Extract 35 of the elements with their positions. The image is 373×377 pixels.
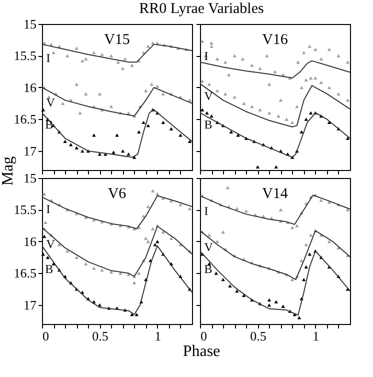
series-label: B: [204, 262, 212, 276]
series-label: I: [46, 51, 50, 66]
y-tick-label: 16.5: [14, 266, 36, 281]
series-label: V: [204, 240, 214, 254]
series-label: I: [204, 204, 208, 218]
x-axis-title: Phase: [182, 343, 222, 361]
text: V14: [262, 186, 288, 202]
text: V6: [108, 186, 127, 202]
y-tick-label: 15.5: [14, 48, 36, 64]
y-tick-label: 17: [24, 297, 37, 312]
series-label: B: [45, 262, 54, 276]
series-label: I: [204, 49, 208, 64]
x-tick-label: 0: [42, 328, 49, 344]
text: RR0 Lyrae Variables: [138, 1, 265, 18]
x-tick-label: 0.5: [92, 328, 108, 344]
x-tick-label: 0.5: [250, 328, 266, 344]
y-tick-label: 16: [24, 234, 37, 249]
series-label: V: [46, 95, 56, 110]
x-tick-label: 0: [200, 328, 207, 344]
x-tick-label: 1: [312, 328, 320, 344]
y-tick-label: 16.5: [14, 112, 36, 127]
x-tick-label: 1: [154, 328, 162, 344]
text: V15: [104, 32, 130, 48]
y-tick-label: 16: [24, 80, 37, 95]
y-axis-title: Mag: [0, 156, 18, 186]
series-label: V: [46, 236, 56, 251]
series-label: B: [204, 118, 212, 132]
y-tick-label: 17: [24, 143, 37, 158]
series-label: I: [46, 202, 50, 216]
y-tick-label: 15: [24, 170, 36, 186]
y-tick-label: 15.5: [14, 202, 36, 218]
series-label: B: [45, 118, 54, 132]
y-tick-label: 15: [24, 16, 36, 32]
series-label: V: [204, 89, 214, 104]
text: V16: [262, 32, 288, 48]
